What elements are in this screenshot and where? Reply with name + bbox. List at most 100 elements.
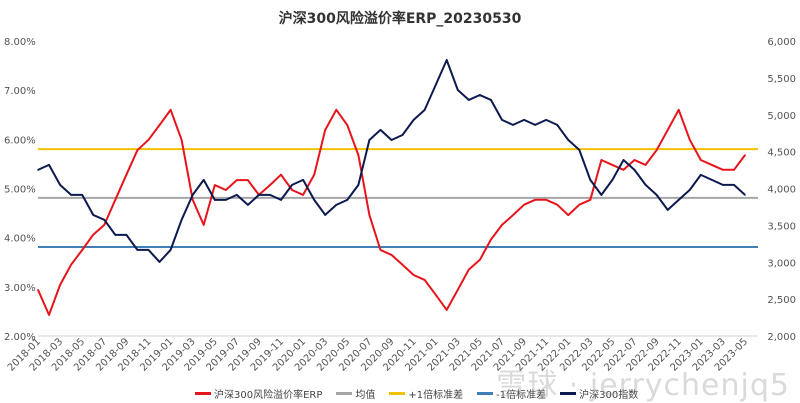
data-point bbox=[445, 59, 448, 61]
data-point bbox=[357, 154, 360, 156]
data-point bbox=[468, 99, 470, 101]
data-point bbox=[37, 169, 39, 171]
data-point bbox=[456, 288, 459, 291]
data-point bbox=[92, 233, 95, 236]
data-point bbox=[666, 209, 669, 211]
data-point bbox=[368, 214, 371, 216]
data-point bbox=[589, 179, 592, 181]
data-point bbox=[556, 124, 559, 126]
legend-swatch bbox=[195, 392, 211, 395]
data-point bbox=[611, 179, 614, 181]
y-right-tick-label: 3,000 bbox=[767, 258, 796, 269]
data-point bbox=[688, 189, 691, 191]
data-point bbox=[180, 219, 183, 221]
data-point bbox=[534, 199, 536, 201]
legend-swatch bbox=[477, 392, 494, 395]
data-point bbox=[401, 263, 404, 266]
data-point bbox=[434, 293, 437, 296]
y-right-tick-label: 4,500 bbox=[767, 148, 796, 159]
legend-label: -1倍标准差 bbox=[496, 390, 547, 401]
data-point bbox=[158, 124, 161, 126]
data-point bbox=[236, 179, 238, 181]
data-point bbox=[633, 159, 636, 161]
data-point bbox=[346, 124, 349, 126]
data-point bbox=[136, 149, 139, 151]
data-point bbox=[236, 194, 238, 196]
data-point bbox=[313, 173, 315, 176]
data-point bbox=[269, 184, 271, 186]
legend-item: 均值 bbox=[336, 386, 375, 401]
data-point bbox=[644, 184, 647, 186]
data-point bbox=[202, 224, 205, 226]
data-point bbox=[744, 154, 746, 156]
data-point bbox=[490, 99, 492, 101]
data-point bbox=[224, 199, 227, 201]
legend-label: 沪深300指数 bbox=[579, 390, 639, 401]
data-point bbox=[213, 184, 216, 186]
data-point bbox=[434, 84, 437, 86]
y-left-tick-label: 4.00% bbox=[4, 234, 36, 245]
data-point bbox=[269, 194, 271, 196]
data-point bbox=[48, 164, 50, 166]
watermark: 雪球 · jerrychenjq5 bbox=[496, 368, 790, 403]
data-point bbox=[213, 199, 216, 201]
data-point bbox=[147, 249, 150, 251]
data-point bbox=[490, 238, 492, 241]
data-point bbox=[733, 169, 735, 171]
data-point bbox=[700, 159, 702, 161]
data-point bbox=[59, 284, 61, 286]
y-left-tick-label: 8.00% bbox=[4, 37, 36, 48]
data-point bbox=[479, 258, 481, 261]
data-point bbox=[103, 224, 106, 226]
data-point bbox=[445, 309, 448, 311]
data-point bbox=[92, 214, 95, 216]
data-point bbox=[125, 234, 128, 236]
data-point bbox=[291, 184, 293, 186]
data-point bbox=[622, 169, 625, 171]
data-point bbox=[412, 274, 415, 276]
y-left-tick-label: 6.00% bbox=[4, 135, 36, 146]
data-point bbox=[412, 119, 415, 121]
data-point bbox=[247, 204, 249, 206]
y-left-tick-label: 3.00% bbox=[4, 283, 36, 294]
data-point bbox=[644, 164, 647, 166]
data-point bbox=[711, 179, 713, 181]
data-point bbox=[733, 184, 735, 186]
data-point bbox=[722, 169, 724, 171]
data-point bbox=[700, 174, 702, 176]
data-point bbox=[136, 249, 139, 251]
data-point bbox=[81, 249, 83, 251]
y-right-tick-label: 3,500 bbox=[767, 221, 796, 232]
legend: 沪深300风险溢价率ERP 均值 +1倍标准差 -1倍标准差 沪深300指数 bbox=[195, 386, 638, 401]
data-point bbox=[335, 204, 338, 206]
data-point bbox=[512, 214, 514, 216]
legend-label: 均值 bbox=[355, 390, 376, 401]
data-point bbox=[302, 179, 304, 181]
legend-label: +1倍标准差 bbox=[408, 390, 464, 401]
data-point bbox=[390, 139, 393, 141]
data-point bbox=[711, 164, 713, 166]
y-right-tick-label: 4,000 bbox=[767, 185, 796, 196]
legend-item: +1倍标准差 bbox=[389, 386, 463, 401]
data-point bbox=[622, 159, 625, 161]
data-point bbox=[258, 194, 260, 196]
data-point bbox=[313, 199, 315, 201]
data-point bbox=[655, 194, 658, 196]
data-point bbox=[114, 234, 117, 236]
data-point bbox=[280, 199, 282, 201]
data-point bbox=[103, 219, 106, 221]
data-point bbox=[390, 254, 393, 256]
data-point bbox=[401, 134, 404, 136]
data-point bbox=[578, 203, 581, 206]
legend-label: 沪深300风险溢价率ERP bbox=[214, 390, 323, 401]
legend-item: -1倍标准差 bbox=[477, 386, 546, 401]
y-right-tick-label: 5,500 bbox=[767, 74, 796, 85]
y-left-tick-label: 5.00% bbox=[4, 185, 36, 196]
data-point bbox=[456, 89, 459, 91]
data-point bbox=[368, 139, 371, 141]
data-point bbox=[335, 109, 338, 111]
data-point bbox=[302, 194, 304, 196]
data-point bbox=[379, 129, 382, 131]
